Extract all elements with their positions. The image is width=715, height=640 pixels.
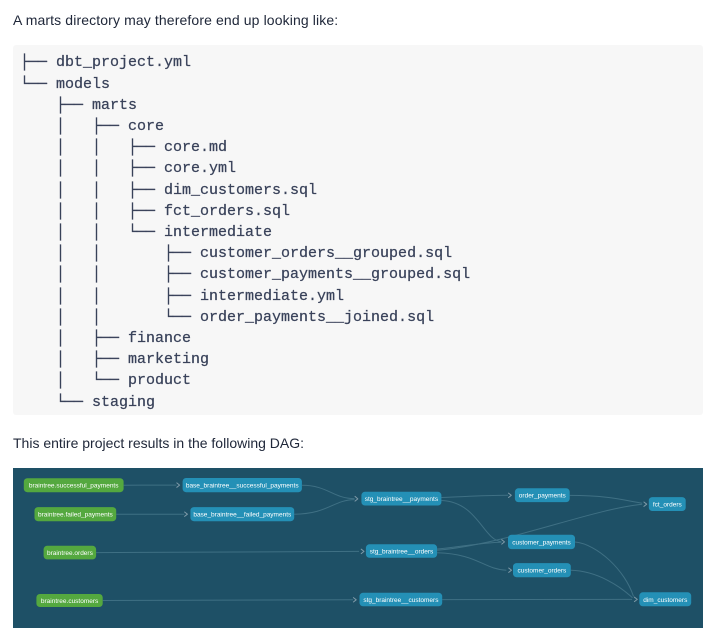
- svg-text:stg_braintree__payments: stg_braintree__payments: [365, 496, 439, 503]
- svg-text:base_braintree__successful_pay: base_braintree__successful_payments: [186, 483, 299, 490]
- svg-text:stg_braintree__customers: stg_braintree__customers: [363, 597, 439, 604]
- svg-text:braintree.failed_payments: braintree.failed_payments: [38, 512, 114, 519]
- svg-text:order_payments: order_payments: [519, 493, 567, 500]
- svg-text:braintree.orders: braintree.orders: [47, 550, 94, 557]
- svg-text:customer_orders: customer_orders: [518, 568, 568, 575]
- svg-text:dim_customers: dim_customers: [643, 597, 688, 604]
- svg-text:customer_payments: customer_payments: [512, 539, 571, 546]
- svg-text:braintree.customers: braintree.customers: [41, 598, 99, 605]
- svg-text:base_braintree__failed_payment: base_braintree__failed_payments: [193, 512, 292, 519]
- svg-text:stg_braintree__orders: stg_braintree__orders: [370, 549, 434, 556]
- svg-text:fct_orders: fct_orders: [653, 502, 683, 509]
- svg-text:braintree.successful_payments: braintree.successful_payments: [29, 483, 119, 490]
